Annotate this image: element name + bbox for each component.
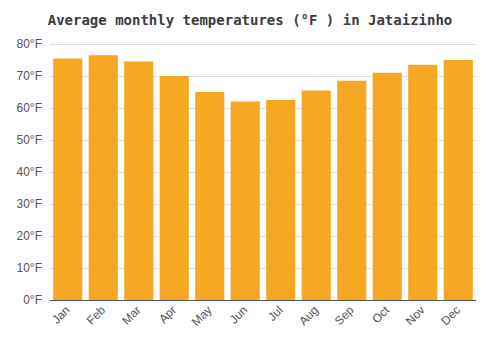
svg-text:Oct: Oct (369, 303, 393, 327)
svg-text:Feb: Feb (84, 303, 109, 328)
svg-text:Dec: Dec (438, 303, 463, 328)
svg-text:Mar: Mar (119, 303, 144, 327)
svg-text:20°F: 20°F (17, 229, 42, 243)
svg-text:Jul: Jul (265, 303, 286, 324)
svg-text:Sep: Sep (332, 303, 357, 328)
svg-text:70°F: 70°F (17, 69, 42, 83)
svg-text:Average monthly temperatures (: Average monthly temperatures (°F ) in Ja… (48, 12, 453, 28)
svg-text:Nov: Nov (403, 303, 428, 328)
svg-text:40°F: 40°F (17, 165, 42, 179)
svg-text:May: May (189, 303, 215, 329)
svg-text:Jan: Jan (49, 303, 73, 327)
svg-text:30°F: 30°F (17, 197, 42, 211)
svg-text:0°F: 0°F (23, 293, 42, 307)
svg-text:10°F: 10°F (17, 261, 42, 275)
svg-text:80°F: 80°F (17, 37, 42, 51)
svg-text:50°F: 50°F (17, 133, 42, 147)
svg-text:Apr: Apr (156, 303, 179, 326)
svg-text:Aug: Aug (296, 303, 321, 328)
svg-text:Jun: Jun (227, 303, 251, 327)
svg-text:60°F: 60°F (17, 101, 42, 115)
